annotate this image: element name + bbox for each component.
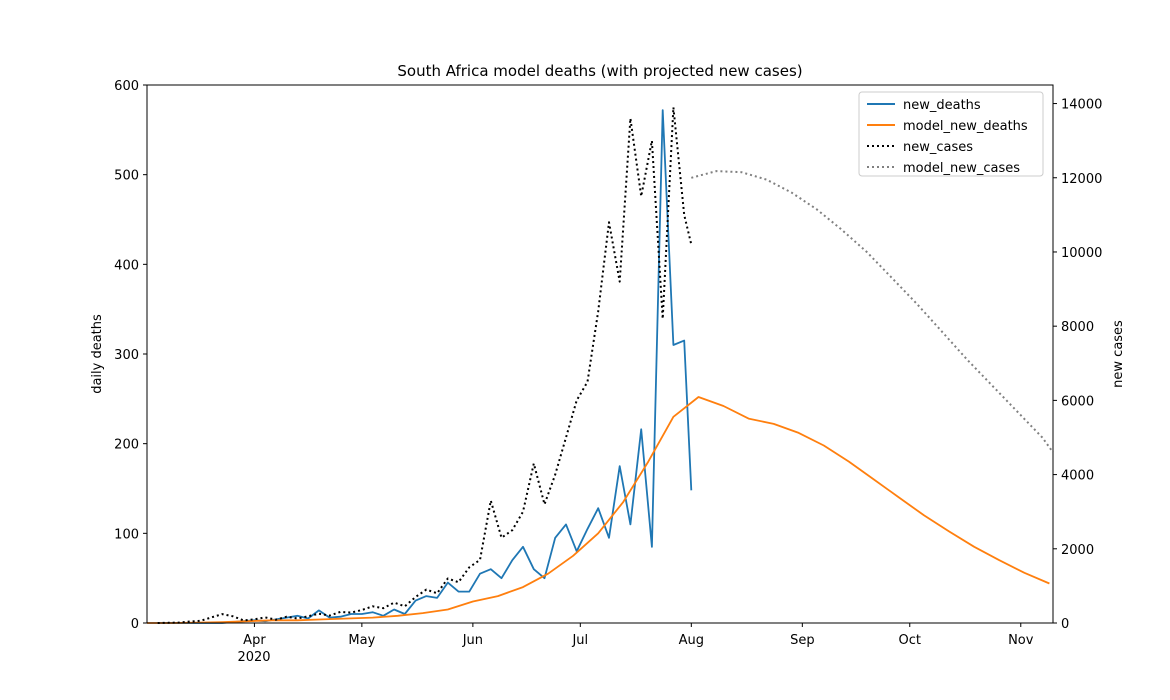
- x-tick-label: Jun: [462, 633, 483, 648]
- x-tick-label: Sep: [790, 633, 815, 648]
- y-tick-label: 200: [114, 438, 139, 453]
- y2-tick-label: 4000: [1061, 469, 1094, 484]
- y2-axis-label: new cases: [1111, 320, 1126, 388]
- y-tick-label: 400: [114, 258, 139, 273]
- legend-label: model_new_cases: [903, 161, 1020, 176]
- y-tick-label: 100: [114, 527, 139, 542]
- y2-tick-label: 2000: [1061, 543, 1094, 558]
- y-tick-label: 300: [114, 348, 139, 363]
- series-line: [157, 106, 693, 624]
- legend-box: [858, 91, 1044, 177]
- y2-tick-label: 6000: [1061, 394, 1094, 409]
- chart-title: South Africa model deaths (with projecte…: [397, 62, 802, 80]
- x-year-label: 2020: [237, 650, 270, 665]
- plot-frame: [146, 84, 1054, 624]
- y-tick-label: 500: [114, 169, 139, 184]
- y2-tick-label: 0: [1061, 617, 1069, 632]
- y-axis-label: daily deaths: [90, 314, 105, 394]
- y-tick-label: 600: [114, 79, 139, 94]
- y2-tick-label: 8000: [1061, 320, 1094, 335]
- x-tick-label: Apr: [243, 633, 266, 648]
- x-tick-label: May: [348, 633, 375, 648]
- x-tick-label: Jul: [571, 633, 588, 648]
- y2-tick-label: 12000: [1061, 172, 1102, 187]
- y2-tick-label: 14000: [1061, 98, 1102, 113]
- y2-tick-label: 10000: [1061, 246, 1102, 261]
- legend-label: new_deaths: [903, 98, 981, 113]
- x-tick-label: Oct: [899, 633, 921, 648]
- legend-label: model_new_deaths: [903, 119, 1028, 134]
- y-tick-label: 0: [131, 617, 139, 632]
- x-tick-label: Aug: [679, 633, 704, 648]
- x-tick-label: Nov: [1008, 633, 1034, 648]
- series-line: [147, 396, 1050, 624]
- legend-label: new_cases: [903, 140, 973, 155]
